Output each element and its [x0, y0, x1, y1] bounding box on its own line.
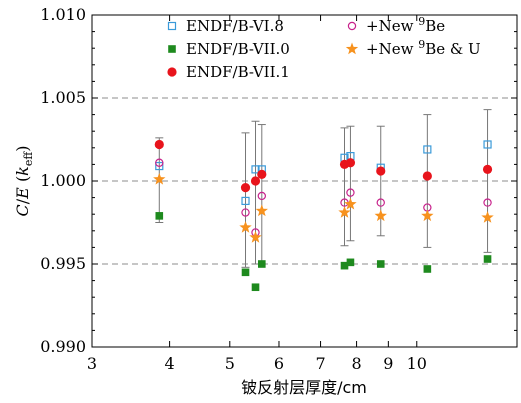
- y-label-slash: /: [13, 198, 32, 204]
- legend-marker: [167, 67, 177, 77]
- data-point: [154, 139, 164, 150]
- data-point: [376, 260, 385, 268]
- data-markers: [153, 139, 494, 292]
- data-point: [481, 211, 494, 223]
- data-point: [239, 220, 252, 233]
- legend-label: ENDF/B-VII.1: [186, 63, 290, 81]
- data-point: [251, 165, 260, 174]
- data-point: [249, 230, 262, 243]
- data-point: [340, 261, 349, 270]
- x-tick-label: 5: [225, 354, 235, 373]
- data-point: [257, 191, 267, 201]
- y-label-c: C: [13, 204, 32, 216]
- data-point: [338, 206, 351, 218]
- x-tick-label: 7: [315, 354, 325, 373]
- data-point: [153, 172, 166, 185]
- data-point: [346, 258, 355, 267]
- legend-label: +New 9Be & U: [366, 38, 481, 58]
- data-point: [155, 158, 164, 167]
- legend-marker: [345, 42, 359, 55]
- y-label-open: (: [13, 176, 32, 187]
- data-point: [483, 198, 492, 207]
- x-tick-label: 9: [383, 354, 393, 373]
- data-point: [376, 198, 385, 207]
- legend-label: +New 9Be: [366, 15, 445, 35]
- y-tick-label: 0.990: [40, 337, 86, 356]
- y-axis-label: C/E (keff): [13, 146, 35, 217]
- data-point: [240, 183, 251, 193]
- y-tick-label: 1.005: [40, 88, 86, 107]
- error-bars: [155, 109, 492, 268]
- data-point: [241, 196, 250, 206]
- legend-marker: [167, 21, 177, 31]
- x-tick-label: 4: [165, 354, 175, 373]
- x-axis-label: 铍反射层厚度/cm: [241, 378, 367, 397]
- y-tick-label: 1.000: [40, 171, 86, 190]
- data-point: [423, 145, 432, 154]
- data-point: [251, 283, 260, 292]
- legend-marker: [347, 21, 357, 31]
- data-point: [258, 260, 266, 268]
- data-point: [344, 197, 357, 210]
- y-label-sub: eff: [22, 151, 35, 167]
- x-tick-label: 10: [407, 354, 427, 373]
- legend-marker: [168, 45, 176, 53]
- series-3: [155, 158, 492, 237]
- data-point: [422, 171, 432, 181]
- y-label-k: k: [13, 166, 32, 176]
- legend-label: ENDF/B-VII.0: [186, 40, 290, 58]
- x-tick-label: 3: [87, 354, 97, 373]
- x-tick-label: 6: [274, 354, 284, 373]
- data-point: [155, 161, 164, 171]
- series-2: [154, 139, 493, 193]
- data-point: [423, 265, 432, 273]
- y-tick-label: 1.010: [40, 5, 86, 24]
- data-point: [255, 204, 268, 217]
- data-point: [346, 188, 355, 197]
- data-point: [376, 166, 386, 176]
- data-point: [421, 209, 434, 222]
- data-point: [374, 209, 387, 222]
- axis-ticks: 3 4 5 6 7 8 9 10 0.990 0.995 1.000 1.005 1.010: [40, 5, 517, 373]
- x-tick-label: 8: [351, 354, 361, 373]
- data-point: [482, 164, 493, 174]
- legend-label: ENDF/B-VI.8: [186, 17, 284, 35]
- y-label-close: ): [13, 146, 32, 152]
- series-4: [153, 172, 494, 243]
- y-label-e: E: [13, 187, 32, 200]
- data-point: [155, 212, 164, 220]
- data-point: [241, 208, 250, 217]
- reference-lines: [92, 97, 517, 265]
- data-point: [345, 158, 356, 168]
- y-tick-label: 0.995: [40, 254, 86, 273]
- series-0: [155, 140, 492, 206]
- data-point: [483, 255, 492, 263]
- data-point: [483, 140, 492, 149]
- data-point: [257, 169, 267, 179]
- data-point: [250, 176, 261, 186]
- series-1: [155, 212, 492, 292]
- legend: ENDF/B-VI.8 ENDF/B-VII.0 ENDF/B-VII.1 +New …: [167, 15, 481, 81]
- data-point: [241, 268, 250, 277]
